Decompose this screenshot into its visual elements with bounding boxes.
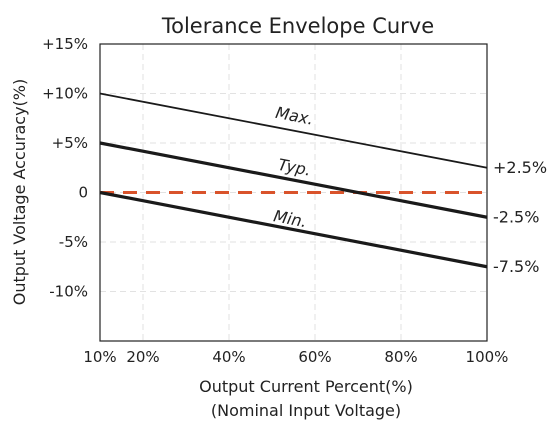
series-label: Typ. bbox=[276, 155, 312, 180]
y-tick-label: +10% bbox=[42, 85, 88, 103]
y-tick-label: +15% bbox=[42, 35, 88, 53]
series-line-min bbox=[99, 190, 488, 269]
x-tick-label: 20% bbox=[126, 348, 159, 366]
chart-title: Tolerance Envelope Curve bbox=[161, 14, 434, 38]
x-axis-sublabel: (Nominal Input Voltage) bbox=[211, 401, 401, 420]
series-line-typ bbox=[99, 141, 488, 219]
y-tick-labels: +15% +10% +5% 0 -5% -10% bbox=[42, 35, 88, 301]
y-tick-label: +5% bbox=[52, 134, 88, 152]
x-tick-labels: 10% 20% 40% 60% 80% 100% bbox=[83, 348, 508, 366]
series-label: Max. bbox=[274, 103, 315, 129]
end-value-label: -7.5% bbox=[493, 257, 539, 276]
end-value-label: +2.5% bbox=[493, 158, 547, 177]
x-tick-label: 60% bbox=[298, 348, 331, 366]
end-value-label: -2.5% bbox=[493, 207, 539, 226]
y-tick-label: -10% bbox=[49, 283, 88, 301]
series-line-max bbox=[99, 92, 488, 169]
x-tick-label: 100% bbox=[466, 348, 509, 366]
y-axis-label: Output Voltage Accuracy(%) bbox=[10, 79, 29, 306]
series-lines bbox=[99, 92, 488, 269]
series-annotations: Max.+2.5%Typ.-2.5%Min.-7.5% bbox=[272, 103, 547, 276]
x-tick-label: 10% bbox=[83, 348, 116, 366]
y-tick-label: 0 bbox=[78, 184, 88, 202]
y-tick-label: -5% bbox=[59, 233, 88, 251]
x-axis-label: Output Current Percent(%) bbox=[199, 377, 413, 396]
x-tick-label: 80% bbox=[384, 348, 417, 366]
x-tick-label: 40% bbox=[212, 348, 245, 366]
